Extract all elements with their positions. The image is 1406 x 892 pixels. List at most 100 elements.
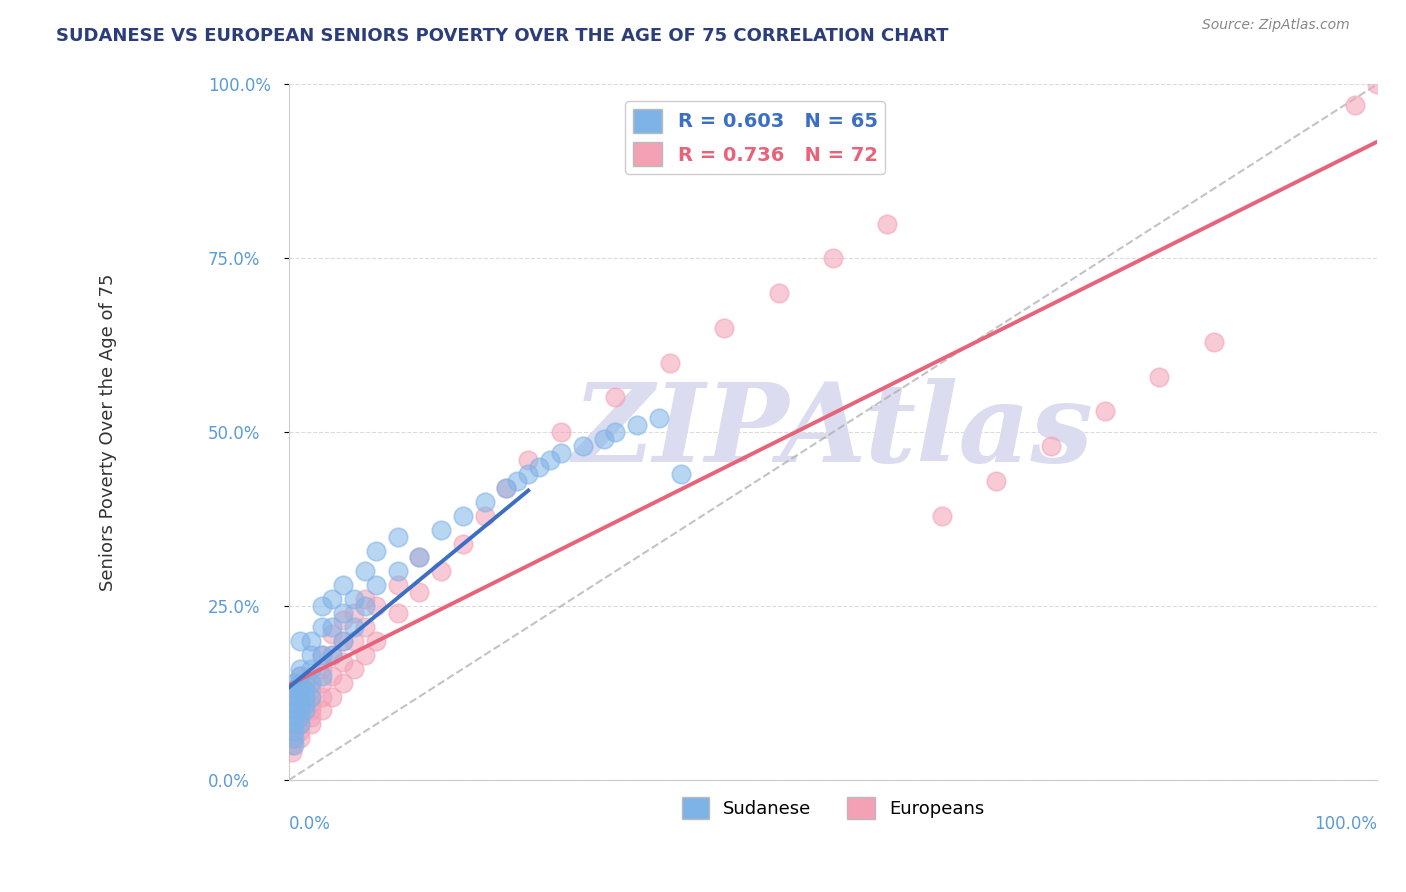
- Sudanese: [669, 467, 692, 481]
- Europeans: [713, 321, 735, 335]
- Sudanese: [299, 690, 322, 704]
- Text: Source: ZipAtlas.com: Source: ZipAtlas.com: [1202, 18, 1350, 32]
- Europeans: [281, 745, 304, 759]
- Sudanese: [283, 690, 305, 704]
- Europeans: [281, 690, 304, 704]
- Europeans: [768, 286, 790, 301]
- Europeans: [299, 675, 322, 690]
- Sudanese: [605, 425, 627, 440]
- Sudanese: [648, 411, 671, 425]
- Sudanese: [408, 550, 430, 565]
- Europeans: [311, 675, 333, 690]
- Europeans: [299, 717, 322, 731]
- Sudanese: [299, 634, 322, 648]
- Sudanese: [288, 669, 311, 683]
- Sudanese: [474, 495, 496, 509]
- Sudanese: [288, 634, 311, 648]
- Sudanese: [321, 620, 343, 634]
- Sudanese: [311, 620, 333, 634]
- Europeans: [311, 648, 333, 662]
- Sudanese: [283, 724, 305, 739]
- Europeans: [281, 697, 304, 711]
- Europeans: [354, 592, 377, 607]
- Europeans: [354, 620, 377, 634]
- Sudanese: [288, 690, 311, 704]
- Sudanese: [288, 717, 311, 731]
- Europeans: [299, 690, 322, 704]
- Sudanese: [430, 523, 453, 537]
- Sudanese: [294, 704, 316, 718]
- Sudanese: [451, 508, 474, 523]
- Sudanese: [550, 446, 572, 460]
- Europeans: [332, 655, 354, 669]
- Sudanese: [321, 592, 343, 607]
- Sudanese: [288, 675, 311, 690]
- Europeans: [288, 731, 311, 746]
- Sudanese: [506, 474, 529, 488]
- Europeans: [281, 704, 304, 718]
- Sudanese: [283, 731, 305, 746]
- Text: ZIPAtlas: ZIPAtlas: [572, 378, 1094, 486]
- Sudanese: [299, 662, 322, 676]
- Sudanese: [332, 578, 354, 592]
- Europeans: [658, 356, 681, 370]
- Europeans: [281, 731, 304, 746]
- Europeans: [288, 675, 311, 690]
- Sudanese: [283, 717, 305, 731]
- Europeans: [311, 704, 333, 718]
- Europeans: [288, 682, 311, 697]
- Europeans: [299, 697, 322, 711]
- Europeans: [281, 710, 304, 724]
- Europeans: [288, 697, 311, 711]
- Sudanese: [593, 432, 616, 446]
- Europeans: [288, 710, 311, 724]
- Europeans: [299, 682, 322, 697]
- Sudanese: [387, 530, 409, 544]
- Sudanese: [288, 710, 311, 724]
- Sudanese: [311, 648, 333, 662]
- Sudanese: [626, 418, 648, 433]
- Europeans: [550, 425, 572, 440]
- Europeans: [474, 508, 496, 523]
- Sudanese: [354, 599, 377, 614]
- Europeans: [288, 704, 311, 718]
- Europeans: [876, 217, 898, 231]
- Europeans: [281, 682, 304, 697]
- Europeans: [343, 662, 366, 676]
- Europeans: [321, 648, 343, 662]
- Sudanese: [294, 682, 316, 697]
- Legend: Sudanese, Europeans: Sudanese, Europeans: [675, 790, 991, 827]
- Europeans: [1149, 369, 1171, 384]
- Sudanese: [571, 439, 593, 453]
- Sudanese: [283, 697, 305, 711]
- Sudanese: [332, 606, 354, 620]
- Europeans: [1344, 98, 1367, 112]
- Europeans: [332, 613, 354, 627]
- Europeans: [288, 690, 311, 704]
- Europeans: [387, 578, 409, 592]
- Sudanese: [387, 565, 409, 579]
- Europeans: [984, 474, 1007, 488]
- Europeans: [495, 481, 517, 495]
- Text: 100.0%: 100.0%: [1315, 814, 1376, 833]
- Europeans: [311, 662, 333, 676]
- Europeans: [343, 634, 366, 648]
- Sudanese: [283, 682, 305, 697]
- Europeans: [364, 599, 387, 614]
- Europeans: [288, 717, 311, 731]
- Sudanese: [354, 565, 377, 579]
- Europeans: [605, 391, 627, 405]
- Europeans: [288, 669, 311, 683]
- Europeans: [299, 704, 322, 718]
- Europeans: [821, 252, 844, 266]
- Y-axis label: Seniors Poverty Over the Age of 75: Seniors Poverty Over the Age of 75: [100, 274, 117, 591]
- Sudanese: [294, 675, 316, 690]
- Sudanese: [294, 697, 316, 711]
- Sudanese: [517, 467, 540, 481]
- Europeans: [288, 724, 311, 739]
- Sudanese: [495, 481, 517, 495]
- Europeans: [299, 710, 322, 724]
- Europeans: [931, 508, 953, 523]
- Europeans: [281, 724, 304, 739]
- Europeans: [332, 675, 354, 690]
